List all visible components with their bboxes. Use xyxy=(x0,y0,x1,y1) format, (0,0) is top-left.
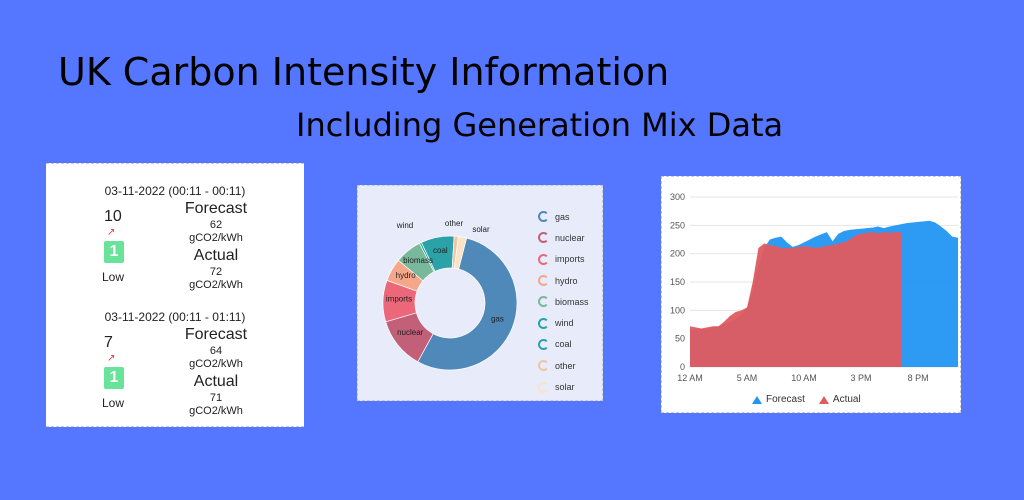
legend-item-gas[interactable]: gas xyxy=(538,206,589,227)
legend-forecast[interactable]: Forecast xyxy=(752,394,805,405)
intensity-timeline-chart[interactable]: 0 50 100 150 200 250 300 12 AM 5 AM 10 AM 3 PM 8 PM xyxy=(662,177,960,412)
legend-actual-label: Actual xyxy=(832,394,861,405)
donut-label-hydro: hydro xyxy=(396,271,417,280)
legend-item-coal[interactable]: coal xyxy=(538,334,589,355)
legend-forecast-label: Forecast xyxy=(766,394,805,405)
actual-value: 72 xyxy=(209,266,223,278)
forecast-value: 62 xyxy=(209,219,223,231)
legend-swatch-icon xyxy=(538,338,549,350)
actual-unit: gCO2/kWh xyxy=(189,279,243,291)
rating-label: Low xyxy=(102,270,125,284)
legend-label: gas xyxy=(555,211,570,222)
donut-label-other: other xyxy=(445,219,464,228)
forecast-unit: gCO2/kWh xyxy=(189,232,243,244)
donut-slice-solar[interactable] xyxy=(453,236,468,270)
actual-label: Actual xyxy=(193,247,239,264)
rating-badge: 1 xyxy=(104,367,124,389)
legend-label: other xyxy=(555,360,576,371)
legend-swatch-icon xyxy=(538,275,549,287)
legend-item-other[interactable]: other xyxy=(538,355,589,376)
trend-up-icon: ↗ xyxy=(107,353,116,364)
x-tick-label: 10 AM xyxy=(791,373,817,383)
x-tick-label: 3 PM xyxy=(851,373,872,383)
donut-label-imports: imports xyxy=(386,294,412,303)
intensity-card[interactable]: 03-11-2022 (00:11 - 00:11) 10 ↗ 1 Low Fo… xyxy=(46,163,304,427)
donut-label-biomass: biomass xyxy=(403,256,433,265)
y-tick-label: 300 xyxy=(670,192,685,202)
series-area-actual[interactable] xyxy=(690,232,901,367)
app-subtitle: Including Generation Mix Data xyxy=(296,106,784,144)
legend-item-hydro[interactable]: hydro xyxy=(538,270,589,291)
y-tick-label: 50 xyxy=(675,334,685,344)
intensity-index: 10 xyxy=(104,208,122,225)
forecast-value: 64 xyxy=(209,345,223,357)
legend-label: wind xyxy=(555,318,574,329)
intensity-block[interactable]: 03-11-2022 (00:11 - 01:11) 7 ↗ 1 Low For… xyxy=(46,310,304,435)
y-tick-label: 200 xyxy=(670,249,685,259)
period-label: 03-11-2022 (00:11 - 01:11) xyxy=(104,310,246,324)
legend-item-imports[interactable]: imports xyxy=(538,249,589,270)
donut-label-wind: wind xyxy=(396,221,413,230)
actual-value: 71 xyxy=(209,392,223,404)
donut-label-gas: gas xyxy=(491,315,504,324)
legend-swatch-icon xyxy=(538,211,549,223)
y-tick-label: 100 xyxy=(670,305,685,315)
intensity-block[interactable]: 03-11-2022 (00:11 - 00:11) 10 ↗ 1 Low Fo… xyxy=(46,184,304,309)
legend-item-solar[interactable]: solar xyxy=(538,376,589,397)
actual-swatch-icon xyxy=(818,395,829,404)
forecast-label: Forecast xyxy=(184,200,248,217)
legend-actual[interactable]: Actual xyxy=(818,394,861,405)
forecast-swatch-icon xyxy=(752,395,762,404)
actual-label: Actual xyxy=(193,373,239,390)
generation-mix-card[interactable]: gas nuclear imports hydro biomass wind coal oth… xyxy=(357,185,603,401)
legend-label: hydro xyxy=(555,275,578,286)
rating-badge: 1 xyxy=(104,241,124,263)
forecast-unit: gCO2/kWh xyxy=(189,358,243,370)
actual-unit: gCO2/kWh xyxy=(189,405,243,417)
legend-item-biomass[interactable]: biomass xyxy=(538,291,589,312)
timeline-legend: Forecast Actual xyxy=(752,394,861,405)
forecast-label: Forecast xyxy=(184,326,248,343)
donut-label-coal: coal xyxy=(433,246,448,255)
generation-mix-legend[interactable]: gas nuclear imports hydro biomass wind coal oth… xyxy=(538,206,589,398)
legend-label: imports xyxy=(555,254,585,265)
generation-mix-donut[interactable]: gas nuclear imports hydro biomass wind coal oth… xyxy=(358,186,602,400)
legend-swatch-icon xyxy=(538,381,549,393)
period-label: 03-11-2022 (00:11 - 00:11) xyxy=(104,184,246,198)
trend-up-icon: ↗ xyxy=(107,227,116,238)
legend-swatch-icon xyxy=(538,253,549,265)
intensity-timeline-card[interactable]: 0 50 100 150 200 250 300 12 AM 5 AM 10 AM 3 PM 8 PM… xyxy=(661,176,961,413)
legend-swatch-icon xyxy=(538,296,549,308)
app-title: UK Carbon Intensity Information xyxy=(58,50,670,94)
legend-label: biomass xyxy=(555,296,589,307)
legend-item-nuclear[interactable]: nuclear xyxy=(538,227,589,248)
legend-swatch-icon xyxy=(538,232,549,244)
donut-label-solar: solar xyxy=(472,225,490,234)
y-tick-label: 250 xyxy=(670,220,685,230)
x-tick-label: 12 AM xyxy=(677,373,703,383)
x-tick-label: 5 AM xyxy=(737,373,758,383)
legend-swatch-icon xyxy=(538,360,549,372)
legend-label: coal xyxy=(555,339,572,350)
legend-item-wind[interactable]: wind xyxy=(538,312,589,333)
donut-slice-gas[interactable] xyxy=(417,237,518,371)
intensity-index: 7 xyxy=(104,334,113,351)
legend-swatch-icon xyxy=(538,317,549,329)
y-tick-label: 0 xyxy=(680,362,685,372)
rating-label: Low xyxy=(102,396,125,410)
donut-label-nuclear: nuclear xyxy=(397,328,424,337)
y-tick-label: 150 xyxy=(670,277,685,287)
legend-label: solar xyxy=(555,382,575,393)
x-tick-label: 8 PM xyxy=(908,373,929,383)
legend-label: nuclear xyxy=(555,232,585,243)
